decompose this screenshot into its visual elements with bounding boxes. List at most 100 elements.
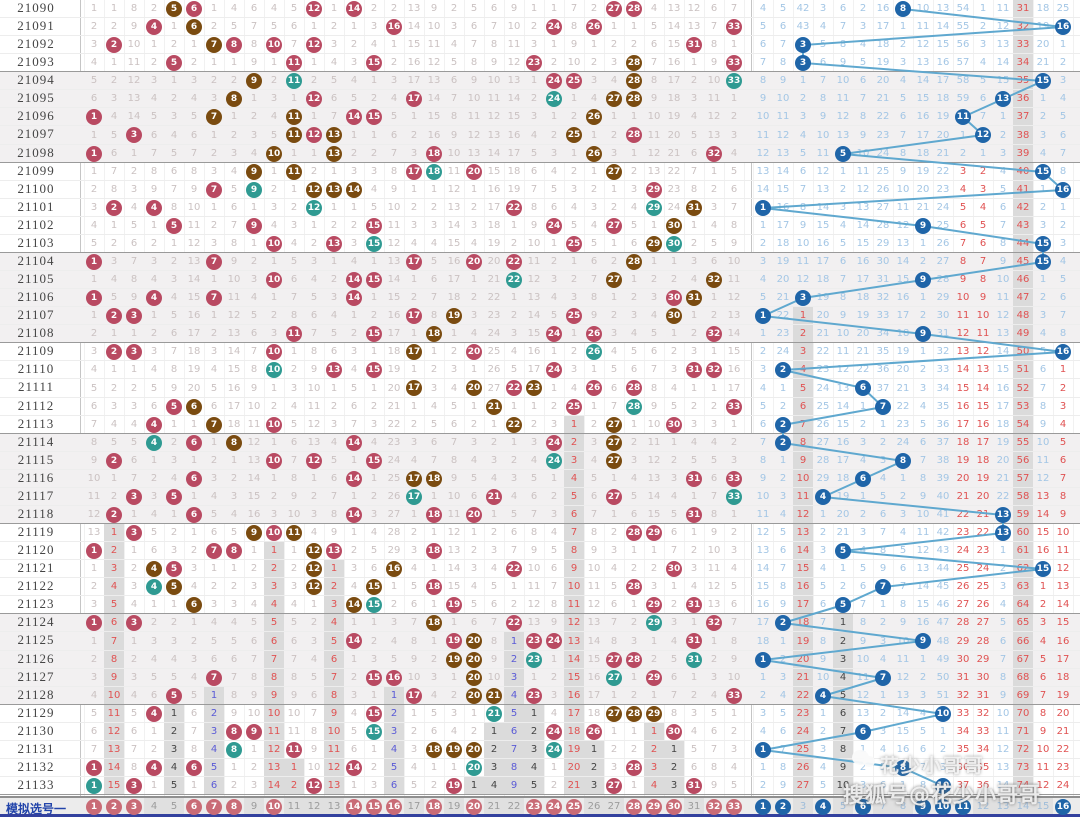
blue-miss-cell: 10 — [1056, 527, 1070, 538]
red-miss-cell: 6 — [170, 328, 178, 339]
red-miss-cell: 12 — [564, 614, 584, 631]
red-miss-cell: 14 — [104, 759, 124, 776]
red-miss-cell: 13 — [307, 437, 321, 448]
pick-red-cell: 4 — [144, 798, 164, 816]
red-miss-cell: 19 — [667, 111, 681, 122]
red-miss-cell: 4 — [350, 364, 358, 375]
red-miss-cell: 5 — [410, 581, 418, 592]
red-miss-cell: 1 — [590, 401, 598, 412]
red-miss-cell: 13 — [264, 759, 284, 776]
red-miss-cell: 5 — [90, 708, 98, 719]
red-miss-cell: 4 — [210, 491, 218, 502]
red-miss-cell: 5 — [710, 238, 718, 249]
red-miss-cell: 1 — [450, 617, 458, 628]
red-ball: 13 — [326, 127, 342, 143]
pick-red-cell: 31 — [684, 798, 704, 816]
red-miss-cell: 9 — [590, 310, 598, 321]
blue-miss-cell: 19 — [836, 491, 850, 502]
red-miss-cell: 9 — [490, 654, 498, 665]
red-miss-cell: 5 — [250, 310, 258, 321]
blue-miss-cell: 1 — [1059, 364, 1067, 375]
blue-miss-cell: 4 — [899, 75, 907, 86]
red-miss-cell: 1 — [190, 780, 198, 791]
red-miss-cell: 9 — [230, 256, 238, 267]
blue-miss-cell: 10 — [756, 111, 770, 122]
red-miss-cell: 3 — [204, 723, 224, 740]
blue-ball: 6 — [855, 471, 871, 487]
blue-miss-cell: 1 — [819, 708, 827, 719]
red-miss-cell: 2 — [90, 21, 98, 32]
blue-miss-cell: 14 — [836, 401, 850, 412]
blue-miss-cell: 21 — [896, 383, 910, 394]
draw-row: 21130 6 12 6 1 2 7 3 8 9 11 11 8 10 5 15 3 2 6 4 2 1 6 2 24 18 26 1… — [0, 723, 1080, 741]
red-miss-cell: 4 — [630, 328, 638, 339]
blue-miss-cell: 57 — [1013, 470, 1033, 487]
red-miss-cell: 7 — [290, 654, 298, 665]
red-miss-cell: 6 — [710, 256, 718, 267]
red-miss-cell: 1 — [350, 202, 358, 213]
red-miss-cell: 5 — [510, 509, 518, 520]
blue-miss-cell: 10 — [896, 184, 910, 195]
red-miss-cell: 8 — [690, 184, 698, 195]
red-ball: 20 — [466, 760, 482, 776]
red-miss-cell: 7 — [90, 744, 98, 755]
red-miss-cell: 3 — [484, 759, 504, 776]
blue-miss-cell: 7 — [859, 599, 867, 610]
blue-miss-cell: 16 — [1056, 636, 1070, 647]
red-miss-cell: 10 — [407, 672, 421, 683]
red-miss-cell: 4 — [90, 364, 98, 375]
red-miss-cell: 4 — [270, 220, 278, 231]
red-miss-cell: 7 — [310, 328, 318, 339]
red-miss-cell: 10 — [187, 202, 201, 213]
blue-miss-cell: 4 — [799, 130, 807, 141]
red-miss-cell: 14 — [427, 93, 441, 104]
blue-miss-cell: 11 — [793, 488, 813, 505]
red-miss-cell: 5 — [710, 455, 718, 466]
red-miss-cell: 9 — [170, 383, 178, 394]
red-miss-cell: 24 — [487, 328, 501, 339]
red-miss-cell: 7 — [450, 93, 458, 104]
red-miss-cell: 1 — [710, 292, 718, 303]
draw-row: 21097 1 5 3 6 4 6 1 2 3 5 11 12 13 1 1 6 2 16 9 12 13 16 4 2 25 1 2… — [0, 126, 1080, 145]
red-miss-cell: 2 — [170, 256, 178, 267]
draw-id: 21116 — [17, 470, 55, 485]
red-miss-cell: 15 — [587, 654, 601, 665]
blue-miss-cell: 10 — [896, 636, 910, 647]
red-ball: 1 — [86, 778, 102, 794]
red-miss-cell: 1 — [130, 328, 138, 339]
red-ball: 29 — [646, 182, 662, 198]
red-ball: 9 — [246, 525, 262, 541]
red-miss-cell: 9 — [450, 473, 458, 484]
red-ball: 33 — [726, 688, 742, 704]
red-miss-cell: 2 — [250, 256, 258, 267]
red-miss-cell: 4 — [130, 690, 138, 701]
red-miss-cell: 12 — [187, 238, 201, 249]
blue-miss-cell: 18 — [956, 437, 970, 448]
draw-row: 21094 5 2 12 3 1 3 2 2 9 2 11 2 5 4 1 3 17 13 6 9 10 13 1 24 25 3 4… — [0, 72, 1080, 90]
red-miss-cell: 1 — [150, 455, 158, 466]
blue-miss-cell: 22 — [856, 364, 870, 375]
blue-miss-cell: 7 — [1039, 690, 1047, 701]
blue-miss-cell: 2 — [1059, 220, 1067, 231]
red-miss-cell: 21 — [387, 401, 401, 412]
red-miss-cell: 8 — [190, 166, 198, 177]
red-miss-cell: 1 — [430, 762, 438, 773]
blue-miss-cell: 59 — [956, 93, 970, 104]
red-miss-cell: 12 — [87, 509, 101, 520]
red-miss-cell: 11 — [387, 220, 401, 231]
red-ball: 28 — [626, 579, 642, 595]
blue-miss-cell: 2 — [859, 3, 867, 14]
red-miss-cell: 8 — [670, 708, 678, 719]
blue-miss-cell: 16 — [856, 256, 870, 267]
red-miss-cell: 8 — [410, 636, 418, 647]
draw-row: 21099 1 7 2 8 6 8 3 4 9 1 11 2 1 3 3 8 17 18 11 20 15 18 6 4 2 1 27… — [0, 163, 1080, 181]
red-miss-cell: 4 — [230, 509, 238, 520]
red-miss-cell: 14 — [447, 563, 461, 574]
blue-miss-cell: 11 — [856, 672, 870, 683]
blue-miss-cell: 22 — [936, 166, 950, 177]
red-miss-cell: 1 — [310, 57, 318, 68]
red-miss-cell: 2 — [150, 328, 158, 339]
blue-miss-cell: 9 — [833, 759, 853, 776]
red-miss-cell: 1 — [210, 274, 218, 285]
blue-miss-cell: 11 — [816, 148, 830, 159]
